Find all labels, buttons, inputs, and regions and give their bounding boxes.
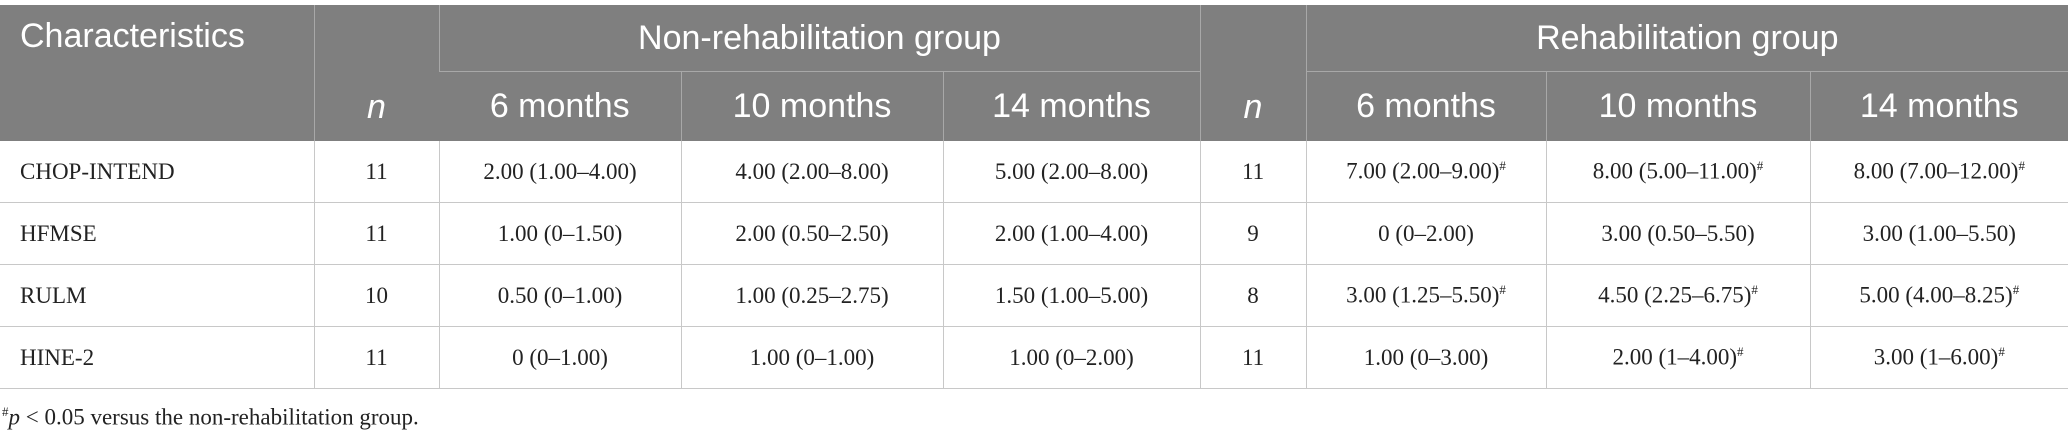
header-cell: n bbox=[313, 5, 439, 141]
header-cell: 10 months bbox=[1545, 71, 1811, 141]
row-label: HFMSE bbox=[0, 202, 314, 265]
table-cell: 1.00 (0–1.50) bbox=[438, 202, 681, 265]
table-cell: 2.00 (1.00–4.00) bbox=[942, 202, 1201, 265]
table-cell: 8 bbox=[1199, 264, 1307, 327]
table-cell: 11 bbox=[313, 141, 439, 203]
cell-mark: # bbox=[1499, 282, 1506, 298]
footnote-text: < 0.05 versus the non-rehabilitation gro… bbox=[20, 404, 419, 430]
cell-text: 5.00 (4.00–8.25) bbox=[1859, 282, 2013, 308]
table-cell: 3.00 (1.25–5.50)# bbox=[1305, 264, 1547, 327]
footnote-italic: p bbox=[8, 404, 21, 430]
cell-mark: # bbox=[2018, 158, 2025, 174]
table-cell: 7.00 (2.00–9.00)# bbox=[1305, 141, 1547, 203]
table-cell: 4.50 (2.25–6.75)# bbox=[1545, 264, 1811, 327]
table-cell: 3.00 (0.50–5.50) bbox=[1545, 202, 1811, 265]
table-cell: 9 bbox=[1199, 202, 1307, 265]
cell-mark: # bbox=[1737, 344, 1744, 360]
header-row: Characteristics n Non-rehabilitation group… bbox=[0, 5, 2068, 141]
cell-text: 8.00 (7.00–12.00) bbox=[1853, 158, 2019, 184]
table-cell: 5.00 (4.00–8.25)# bbox=[1809, 264, 2068, 327]
table-cell: 2.00 (1.00–4.00) bbox=[438, 141, 681, 203]
cell-text: 3.00 (1–6.00) bbox=[1873, 344, 1999, 370]
row-label: RULM bbox=[0, 264, 314, 327]
table-cell: 5.00 (2.00–8.00) bbox=[942, 141, 1201, 203]
data-table: Characteristics n Non-rehabilitation group… bbox=[0, 5, 2068, 389]
group-header: Non-rehabilitation group bbox=[438, 5, 1201, 72]
table-cell: 4.00 (2.00–8.00) bbox=[680, 141, 943, 203]
row-label: CHOP-INTEND bbox=[0, 141, 314, 203]
table-cell: 8.00 (7.00–12.00)# bbox=[1809, 141, 2068, 203]
cell-mark: # bbox=[2012, 282, 2020, 298]
table-cell: 1.00 (0.25–2.75) bbox=[680, 264, 943, 327]
header-cell: 14 months bbox=[942, 71, 1201, 141]
header-cell: 6 months bbox=[439, 71, 681, 141]
cell-mark: # bbox=[1751, 282, 1758, 298]
table-cell: 1.00 (0–2.00) bbox=[942, 326, 1201, 389]
table-body: CHOP-INTEND 11 2.00 (1.00–4.00) 4.00 (2.00–… bbox=[0, 141, 2068, 389]
cell-mark: # bbox=[1756, 158, 1764, 174]
header-cell: 14 months bbox=[1809, 71, 2068, 141]
table-cell: 2.00 (0.50–2.50) bbox=[680, 202, 943, 265]
table-cell: 1.00 (0–1.00) bbox=[680, 326, 943, 389]
header-cell: 10 months bbox=[680, 71, 943, 141]
table-row: RULM 10 0.50 (0–1.00) 1.00 (0.25–2.75) 1.50 … bbox=[0, 264, 2068, 327]
header-cell: 6 months bbox=[1305, 71, 1547, 141]
header-cell: n bbox=[1199, 5, 1307, 141]
cell-text: 8.00 (5.00–11.00) bbox=[1592, 158, 1757, 184]
table-cell: 3.00 (1–6.00)# bbox=[1809, 326, 2068, 389]
table-cell: 1.50 (1.00–5.00) bbox=[942, 264, 1201, 327]
table-row: CHOP-INTEND 11 2.00 (1.00–4.00) 4.00 (2.00–… bbox=[0, 141, 2068, 203]
table-cell: 1.00 (0–3.00) bbox=[1305, 326, 1547, 389]
group-header: Rehabilitation group bbox=[1305, 5, 2068, 72]
table-cell: 11 bbox=[313, 326, 439, 389]
header-cell: Characteristics bbox=[0, 5, 314, 141]
table-header: Characteristics n Non-rehabilitation group… bbox=[0, 5, 2068, 141]
table-cell: 10 bbox=[313, 264, 439, 327]
table-cell: 0 (0–2.00) bbox=[1305, 202, 1547, 265]
table-cell: 11 bbox=[1199, 141, 1307, 203]
row-label: HINE-2 bbox=[0, 326, 314, 389]
cell-text: 3.00 (1.25–5.50) bbox=[1346, 282, 1500, 308]
table-cell: 2.00 (1–4.00)# bbox=[1545, 326, 1811, 389]
table-cell: 0.50 (0–1.00) bbox=[438, 264, 681, 327]
table-cell: 0 (0–1.00) bbox=[438, 326, 681, 389]
table-cell: 8.00 (5.00–11.00)# bbox=[1545, 141, 1811, 203]
cell-mark: # bbox=[1499, 158, 1506, 174]
table-row: HFMSE 11 1.00 (0–1.50) 2.00 (0.50–2.50) 2.00… bbox=[0, 202, 2068, 265]
footnote-mark: # bbox=[2, 404, 9, 419]
table-cell: 11 bbox=[313, 202, 439, 265]
cell-text: 4.50 (2.25–6.75) bbox=[1598, 282, 1752, 308]
cell-text: 7.00 (2.00–9.00) bbox=[1346, 158, 1500, 184]
cell-mark: # bbox=[1998, 344, 2005, 360]
table-cell: 11 bbox=[1199, 326, 1307, 389]
header-row: 6 months 10 months 14 months 6 months 10 mon… bbox=[0, 71, 2068, 141]
footnote: #p < 0.05 versus the non-rehabilitation … bbox=[2, 404, 419, 431]
cell-text: 2.00 (1–4.00) bbox=[1612, 344, 1738, 370]
table-cell: 3.00 (1.00–5.50) bbox=[1809, 202, 2068, 265]
table-row: HINE-2 11 0 (0–1.00) 1.00 (0–1.00) 1.00 (0–2… bbox=[0, 326, 2068, 389]
